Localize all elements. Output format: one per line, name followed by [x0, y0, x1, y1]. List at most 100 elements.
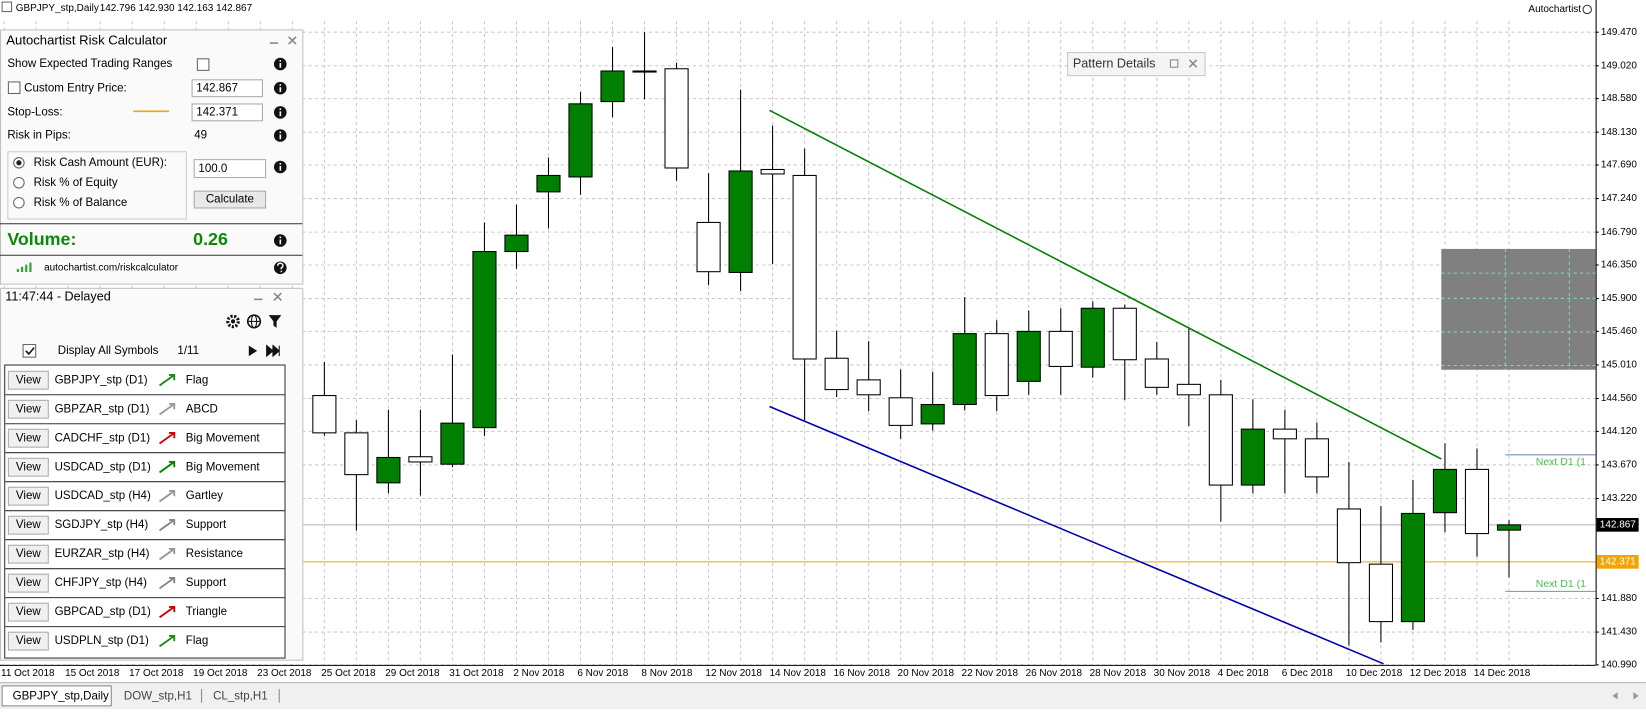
panel-title: Autochartist Risk Calculator: [6, 32, 168, 47]
info-icon[interactable]: [273, 129, 287, 142]
last-button[interactable]: [266, 344, 281, 358]
candle-body: [1272, 428, 1297, 440]
y-tick-label: 146.790: [1601, 227, 1637, 238]
y-tick-label: 143.670: [1601, 460, 1637, 471]
y-tick-label: 145.460: [1601, 326, 1637, 337]
candle-body: [504, 234, 529, 253]
rows: View GBPJPY_stp (D1) Flag View GBPZAR_stp (D…: [5, 370, 285, 651]
y-tick-label: 149.470: [1601, 27, 1637, 38]
view-label[interactable]: View: [16, 606, 41, 618]
view-label[interactable]: View: [16, 490, 41, 502]
candle-body: [376, 456, 401, 484]
tab-label[interactable]: GBPJPY_stp,Daily: [13, 690, 109, 702]
info-icon[interactable]: [273, 106, 287, 119]
next-button[interactable]: [248, 345, 258, 357]
view-label[interactable]: View: [16, 374, 41, 386]
view-button[interactable]: [7, 486, 49, 506]
price-label-box: [1596, 518, 1639, 532]
info-icon[interactable]: [273, 160, 287, 174]
candle-body: [1144, 358, 1169, 388]
candle-body: [1048, 330, 1073, 367]
amount-input[interactable]: [193, 159, 267, 179]
scanner: 11:47:44 - Delayed Display All Symbols 1…: [0, 287, 304, 661]
symbol: GBPZAR_stp (D1): [55, 403, 150, 415]
view-button[interactable]: [7, 428, 49, 448]
x-tick-label: 6 Dec 2018: [1282, 668, 1333, 679]
tab-label[interactable]: CL_stp,H1: [213, 690, 268, 702]
info-stem: [279, 63, 282, 68]
info-icon[interactable]: [273, 57, 287, 71]
view-button[interactable]: [7, 573, 49, 593]
pattern: Big Movement: [186, 461, 261, 473]
radio[interactable]: [13, 176, 25, 189]
pattern: Gartley: [186, 490, 223, 502]
close-button[interactable]: [288, 36, 297, 45]
candle-body: [440, 422, 465, 465]
x-tick-label: 20 Nov 2018: [898, 668, 955, 679]
view-label[interactable]: View: [16, 519, 41, 531]
view-button[interactable]: [7, 631, 49, 651]
radio[interactable]: [13, 196, 25, 209]
y-tick-label: 140.990: [1601, 660, 1637, 671]
checkbox[interactable]: [196, 58, 210, 71]
candle-body: [600, 70, 625, 103]
close-button[interactable]: [273, 292, 282, 301]
settings-icon[interactable]: [226, 314, 240, 329]
info-icons: [273, 57, 287, 247]
x-tick-label: 29 Oct 2018: [385, 668, 440, 679]
candle-body: [888, 397, 913, 426]
y-tick-label: 144.560: [1601, 393, 1637, 404]
pattern-icon: [159, 605, 176, 619]
checkbox[interactable]: [22, 343, 37, 358]
view-label[interactable]: View: [16, 635, 41, 647]
symbol: USDCAD_stp (H4): [55, 490, 151, 502]
calculate-button[interactable]: [193, 190, 267, 209]
candle-body: [984, 333, 1009, 397]
x-tick-label: 17 Oct 2018: [129, 668, 184, 679]
candle-body: [1080, 307, 1105, 368]
x-tick-label: 2 Nov 2018: [513, 668, 564, 679]
view-button[interactable]: [7, 399, 49, 419]
candle-body: [920, 403, 945, 425]
x-tick-label: 14 Nov 2018: [769, 668, 826, 679]
view-button[interactable]: [7, 602, 49, 622]
view-label[interactable]: View: [16, 548, 41, 560]
active-tab[interactable]: [1, 685, 112, 707]
help-icon[interactable]: [273, 261, 287, 275]
price-label: 142.867: [1600, 519, 1636, 530]
y-tick-label: 145.010: [1601, 360, 1637, 371]
view-label[interactable]: View: [16, 432, 41, 444]
stop-input[interactable]: [191, 103, 263, 122]
candle-body: [696, 221, 721, 273]
checkbox[interactable]: [7, 81, 21, 95]
x-tick-label: 8 Nov 2018: [641, 668, 692, 679]
view-button[interactable]: [7, 457, 49, 477]
globe-icon[interactable]: [246, 314, 262, 329]
filter-icon[interactable]: [268, 315, 282, 328]
link[interactable]: autochartist.com/riskcalculator: [44, 262, 179, 273]
view-button[interactable]: [7, 544, 49, 564]
entry-value: 142.867: [196, 82, 238, 94]
info-icon[interactable]: [273, 234, 287, 247]
volume-label: Volume:: [7, 229, 76, 249]
pattern-icon: [159, 403, 176, 416]
y-tick-label: 145.900: [1601, 293, 1637, 304]
risk-calculator: Autochartist Risk Calculator Show Expect…: [0, 29, 304, 285]
label: Display All Symbols: [58, 345, 159, 357]
y-tick-label: 149.020: [1601, 60, 1637, 71]
view-button[interactable]: [7, 515, 49, 535]
scroll-left[interactable]: [1612, 692, 1618, 700]
info-icon[interactable]: [273, 81, 287, 95]
tab-label[interactable]: DOW_stp,H1: [124, 690, 192, 702]
entry-input[interactable]: [191, 79, 263, 98]
view-label[interactable]: View: [16, 403, 41, 415]
view-label[interactable]: View: [16, 461, 41, 473]
scroll-right[interactable]: [1633, 692, 1639, 700]
y-tick-label: 143.220: [1601, 493, 1637, 504]
view-button[interactable]: [7, 370, 49, 390]
view-label[interactable]: View: [16, 577, 41, 589]
pattern-details[interactable]: Pattern Details: [1067, 51, 1206, 77]
pattern-icon: [159, 461, 176, 474]
x-tick-label: 26 Nov 2018: [1026, 668, 1083, 679]
